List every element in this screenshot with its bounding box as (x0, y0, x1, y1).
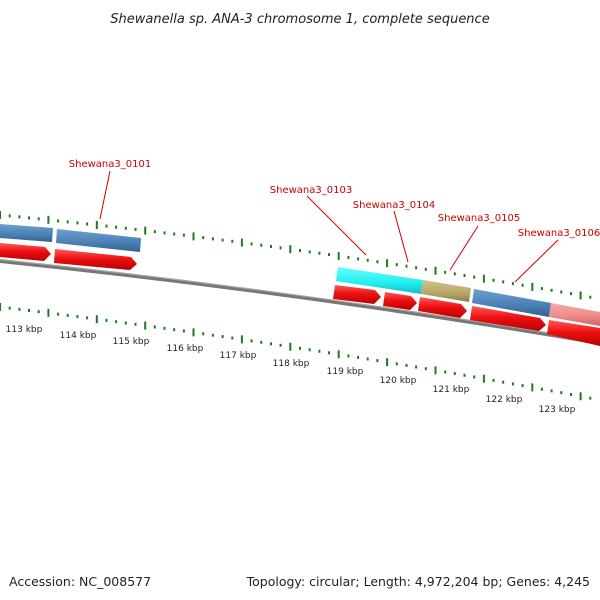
gene-label-shewana3-0104[interactable]: Shewana3_0104 (353, 200, 435, 211)
gene-label-leaders (99, 170, 559, 283)
scale-label: 122 kbp (486, 395, 523, 405)
upper-tick-row (0, 211, 592, 300)
genome-summary-text: Topology: circular; Length: 4,972,204 bp… (246, 574, 590, 589)
feature-bar-shewana3-0100[interactable] (0, 224, 53, 242)
gene-arrow[interactable] (418, 297, 467, 318)
map-title: Shewanella sp. ANA-3 chromosome 1, compl… (110, 12, 489, 27)
feature-bar-shewana3-0103[interactable] (336, 267, 423, 294)
feature-bar-shewana3-0106[interactable] (549, 303, 600, 326)
scale-label: 115 kbp (113, 337, 150, 347)
accession-text: Accession: NC_008577 (9, 574, 151, 589)
scale-label: 116 kbp (167, 344, 204, 354)
gene-arrow[interactable] (547, 320, 600, 346)
scale-label: 117 kbp (220, 351, 257, 361)
scale-label: 114 kbp (60, 331, 97, 341)
scale-labels: 113 kbp 114 kbp 115 kbp 116 kbp 117 kbp … (6, 325, 576, 415)
gene-labels: Shewana3_0101 Shewana3_0103 Shewana3_010… (69, 159, 600, 239)
scale-label: 119 kbp (327, 367, 364, 377)
gene-arrow[interactable] (383, 292, 417, 310)
gene-label-shewana3-0103[interactable]: Shewana3_0103 (270, 185, 352, 196)
gene-arrow-track (0, 243, 600, 346)
scale-label: 113 kbp (6, 325, 43, 335)
feature-bar-shewana3-0105[interactable] (472, 289, 551, 317)
gene-arrow[interactable] (333, 285, 381, 304)
feature-bar-shewana3-0104[interactable] (421, 280, 471, 302)
gene-arrow[interactable] (470, 306, 546, 331)
lower-tick-row (0, 303, 592, 401)
sequence-backbone (0, 259, 600, 345)
feature-bar-shewana3-0101[interactable] (56, 229, 141, 252)
gene-arrow[interactable] (0, 243, 51, 261)
gene-label-shewana3-0105[interactable]: Shewana3_0105 (438, 213, 520, 224)
scale-label: 121 kbp (433, 385, 470, 395)
gene-label-shewana3-0106[interactable]: Shewana3_0106 (518, 228, 600, 239)
gene-arrow[interactable] (54, 249, 137, 270)
scale-label: 120 kbp (380, 376, 417, 386)
scale-label: 123 kbp (539, 405, 576, 415)
gene-label-shewana3-0101[interactable]: Shewana3_0101 (69, 159, 151, 170)
feature-track-upper (0, 224, 600, 326)
scale-label: 118 kbp (273, 359, 310, 369)
